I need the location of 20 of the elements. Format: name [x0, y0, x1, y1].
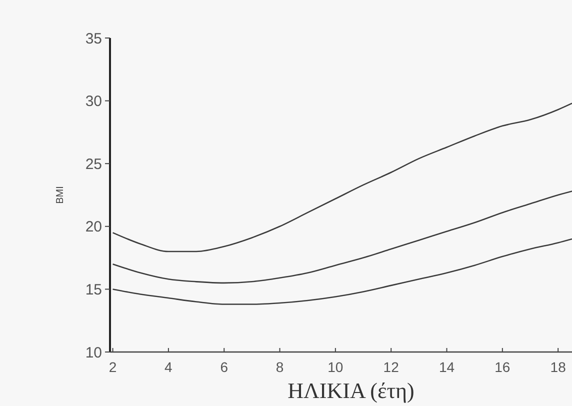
x-tick-label: 4: [164, 359, 173, 375]
y-tick-label: 25: [85, 156, 102, 173]
y-axis-title: BMI: [55, 186, 66, 204]
y-tick-label: 15: [85, 281, 102, 298]
x-tick-label: 8: [276, 359, 284, 375]
x-tick-label: 14: [438, 359, 455, 375]
y-tick-label: 30: [85, 93, 102, 110]
line-series: [112, 238, 572, 305]
x-tick-label: 16: [494, 359, 510, 375]
y-tick-label: 35: [85, 30, 102, 48]
line-series: [112, 190, 572, 284]
x-axis-title: ΗΛΙΚΙΑ (έτη): [288, 378, 414, 403]
y-tick-label: 10: [85, 344, 102, 362]
x-tick-label: 18: [550, 359, 566, 375]
x-tick-label: 12: [383, 359, 400, 375]
y-tick-label: 20: [85, 218, 102, 236]
x-tick-label: 6: [220, 359, 228, 375]
line-series: [112, 102, 572, 252]
x-tick-label: 10: [328, 359, 344, 375]
x-tick-label: 2: [108, 359, 117, 375]
